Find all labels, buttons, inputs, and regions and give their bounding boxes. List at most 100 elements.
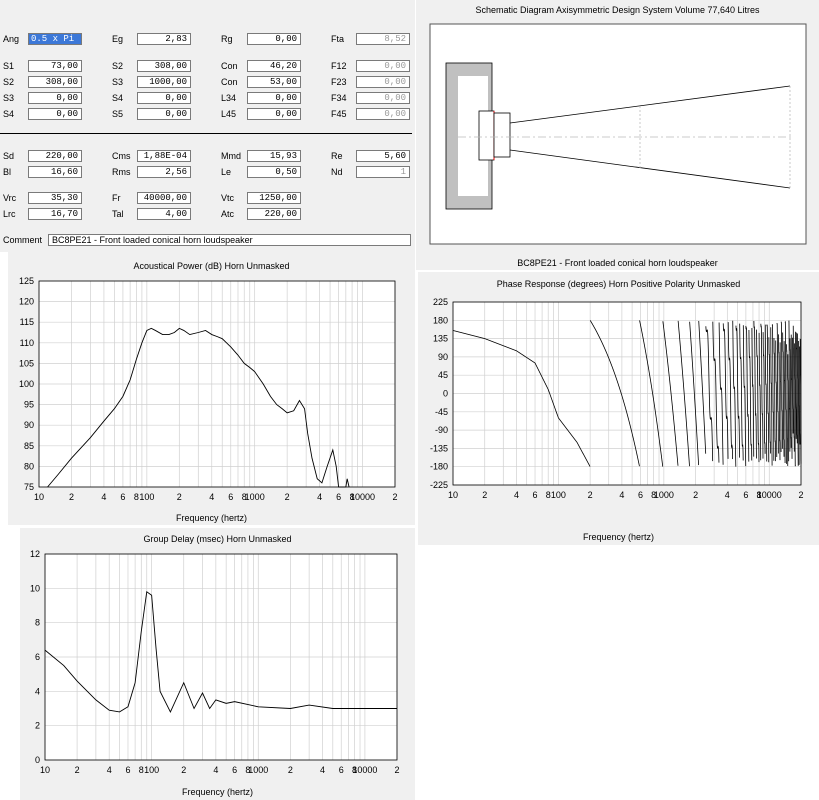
series-line (789, 338, 792, 448)
param-label-s3: S3 (112, 77, 124, 87)
chart-title: Group Delay (msec) Horn Unmasked (143, 534, 292, 544)
x-tick-label: 2 (798, 490, 803, 500)
x-tick-label: 2 (693, 490, 698, 500)
param-field-vtc[interactable]: 1250,00 (247, 192, 301, 204)
series-line (798, 340, 800, 465)
series-line (771, 324, 775, 461)
param-label-l45: L45 (221, 109, 237, 119)
x-tick-label: 8 (352, 765, 357, 775)
x-tick-label: 4 (209, 492, 214, 502)
param-field-mmd[interactable]: 15,93 (247, 150, 301, 162)
param-label-con: Con (221, 61, 238, 71)
series-line (732, 320, 737, 467)
series-line (790, 334, 793, 459)
x-tick-label: 6 (638, 490, 643, 500)
param-field-cms[interactable]: 1,88E-04 (137, 150, 191, 162)
param-field-f34[interactable]: 0,00 (356, 92, 410, 104)
param-field-re[interactable]: 5,60 (356, 150, 410, 162)
param-label-fta: Fta (331, 34, 345, 44)
x-tick-label: 6 (336, 492, 341, 502)
param-label-s2: S2 (112, 61, 124, 71)
y-tick-label: 105 (19, 358, 34, 368)
x-tick-label: 6 (125, 765, 130, 775)
param-field-fta[interactable]: 8,52 (356, 33, 410, 45)
param-label-con: Con (221, 77, 238, 87)
series-line (735, 325, 740, 458)
series-line (756, 329, 760, 463)
series-line (705, 326, 714, 462)
param-field-s5[interactable]: 0,00 (137, 108, 191, 120)
param-field-s4[interactable]: 0,00 (137, 92, 191, 104)
series-line (778, 334, 781, 461)
param-field-con[interactable]: 46,20 (247, 60, 301, 72)
x-tick-label: 2 (482, 490, 487, 500)
schematic-panel: Schematic Diagram Axisymmetric Design Sy… (416, 0, 819, 270)
param-field-f45[interactable]: 0,00 (356, 108, 410, 120)
y-tick-label: 135 (433, 334, 448, 344)
param-field-nd[interactable]: 1 (356, 166, 410, 178)
param-field-eg[interactable]: 2,83 (137, 33, 191, 45)
param-field-ang[interactable]: 0.5 x Pi (28, 33, 82, 45)
y-tick-label: -135 (430, 443, 448, 453)
param-label-s5: S5 (112, 109, 124, 119)
param-field-rms[interactable]: 2,56 (137, 166, 191, 178)
schematic-diagram (429, 23, 807, 245)
x-tick-label: 2 (285, 492, 290, 502)
x-tick-label: 4 (107, 765, 112, 775)
param-field-s3[interactable]: 0,00 (28, 92, 82, 104)
param-label-rg: Rg (221, 34, 233, 44)
param-field-s2[interactable]: 308,00 (28, 76, 82, 88)
y-tick-label: 100 (19, 379, 34, 389)
x-tick-label: 8 (546, 490, 551, 500)
param-label-le: Le (221, 167, 232, 177)
y-tick-label: 12 (30, 549, 40, 559)
series-line (764, 324, 768, 462)
param-field-s4[interactable]: 0,00 (28, 108, 82, 120)
param-field-fr[interactable]: 40000,00 (137, 192, 191, 204)
param-field-l45[interactable]: 0,00 (247, 108, 301, 120)
param-label-s4: S4 (112, 93, 124, 103)
param-label-s4: S4 (3, 109, 15, 119)
param-field-s1[interactable]: 73,00 (28, 60, 82, 72)
param-field-le[interactable]: 0,50 (247, 166, 301, 178)
param-field-s2[interactable]: 308,00 (137, 60, 191, 72)
param-field-lrc[interactable]: 16,70 (28, 208, 82, 220)
series-line (748, 330, 753, 461)
x-tick-label: 8 (139, 765, 144, 775)
x-tick-label: 10000 (757, 490, 782, 500)
x-tick-label: 1000 (248, 765, 268, 775)
x-tick-label: 2 (288, 765, 293, 775)
y-tick-label: 4 (35, 686, 40, 696)
y-tick-label: 0 (35, 755, 40, 765)
series-line (712, 321, 720, 463)
series-line (689, 321, 700, 466)
series-line (639, 320, 664, 467)
param-field-l34[interactable]: 0,00 (247, 92, 301, 104)
x-tick-label: 8 (245, 765, 250, 775)
param-label-cms: Cms (112, 151, 131, 161)
y-tick-label: 8 (35, 618, 40, 628)
param-field-con[interactable]: 53,00 (247, 76, 301, 88)
param-field-f23[interactable]: 0,00 (356, 76, 410, 88)
series-line (760, 323, 764, 459)
param-field-f12[interactable]: 0,00 (356, 60, 410, 72)
comment-input[interactable]: BC8PE21 - Front loaded conical horn loud… (48, 234, 411, 246)
x-tick-label: 8 (651, 490, 656, 500)
param-label-rms: Rms (112, 167, 131, 177)
x-tick-label: 2 (177, 492, 182, 502)
param-field-bl[interactable]: 16,60 (28, 166, 82, 178)
param-field-sd[interactable]: 220,00 (28, 150, 82, 162)
x-tick-label: 1000 (245, 492, 265, 502)
x-tick-label: 6 (228, 492, 233, 502)
x-tick-label: 4 (514, 490, 519, 500)
param-field-atc[interactable]: 220,00 (247, 208, 301, 220)
param-field-rg[interactable]: 0,00 (247, 33, 301, 45)
series-line (753, 320, 757, 459)
param-field-tal[interactable]: 4,00 (137, 208, 191, 220)
y-tick-label: 0 (443, 389, 448, 399)
chart-title: Acoustical Power (dB) Horn Unmasked (133, 261, 290, 271)
param-field-s3[interactable]: 1000,00 (137, 76, 191, 88)
series-line (784, 321, 787, 464)
y-tick-label: 90 (438, 352, 448, 362)
param-field-vrc[interactable]: 35,30 (28, 192, 82, 204)
